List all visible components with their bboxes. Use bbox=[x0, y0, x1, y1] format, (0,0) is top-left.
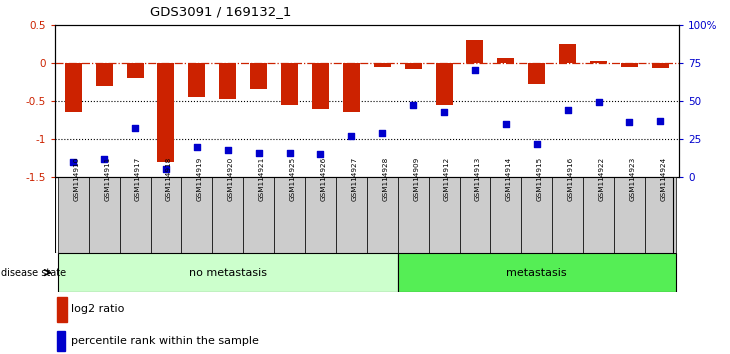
Bar bbox=[559, 44, 576, 63]
Bar bbox=[58, 177, 89, 253]
Bar bbox=[58, 253, 398, 292]
Point bbox=[222, 147, 234, 153]
Bar bbox=[305, 177, 336, 253]
Text: GSM114912: GSM114912 bbox=[444, 157, 450, 201]
Bar bbox=[374, 63, 391, 67]
Bar bbox=[150, 177, 182, 253]
Text: disease state: disease state bbox=[1, 268, 66, 278]
Bar bbox=[96, 63, 112, 86]
Bar bbox=[212, 177, 243, 253]
Text: GSM114924: GSM114924 bbox=[661, 157, 666, 201]
Bar bbox=[367, 177, 398, 253]
Text: log2 ratio: log2 ratio bbox=[72, 304, 125, 314]
Text: GSM114911: GSM114911 bbox=[104, 157, 110, 201]
Bar bbox=[398, 177, 429, 253]
Bar bbox=[459, 177, 491, 253]
Text: GSM114914: GSM114914 bbox=[506, 157, 512, 201]
Text: GSM114925: GSM114925 bbox=[290, 157, 296, 201]
Text: GSM114919: GSM114919 bbox=[197, 157, 203, 201]
Bar bbox=[621, 63, 638, 67]
Bar bbox=[120, 177, 150, 253]
Bar bbox=[583, 177, 614, 253]
Bar bbox=[436, 63, 453, 105]
Text: GSM114926: GSM114926 bbox=[320, 157, 326, 201]
Bar bbox=[466, 40, 483, 63]
Point bbox=[655, 118, 666, 124]
Point bbox=[593, 99, 604, 105]
Point bbox=[623, 119, 635, 125]
Bar bbox=[57, 331, 65, 351]
Point bbox=[345, 133, 357, 139]
Bar bbox=[336, 177, 367, 253]
Bar bbox=[219, 63, 237, 99]
Bar bbox=[126, 63, 144, 78]
Bar bbox=[614, 177, 645, 253]
Text: GSM114920: GSM114920 bbox=[228, 157, 234, 201]
Bar bbox=[243, 177, 274, 253]
Bar bbox=[343, 63, 360, 112]
Point bbox=[500, 121, 512, 126]
Bar bbox=[552, 177, 583, 253]
Bar bbox=[491, 177, 521, 253]
Bar bbox=[497, 57, 515, 63]
Bar bbox=[529, 63, 545, 84]
Text: GSM114913: GSM114913 bbox=[475, 157, 481, 201]
Bar bbox=[274, 177, 305, 253]
Text: GSM114910: GSM114910 bbox=[73, 157, 80, 201]
Text: GDS3091 / 169132_1: GDS3091 / 169132_1 bbox=[150, 5, 291, 18]
Bar bbox=[182, 177, 212, 253]
Bar bbox=[188, 63, 205, 97]
Text: GSM114916: GSM114916 bbox=[568, 157, 574, 201]
Point bbox=[99, 156, 110, 161]
Bar bbox=[281, 63, 298, 105]
Text: GSM114921: GSM114921 bbox=[258, 157, 265, 201]
Bar bbox=[250, 63, 267, 90]
Text: GSM114918: GSM114918 bbox=[166, 157, 172, 201]
Point bbox=[315, 152, 326, 157]
Text: GSM114928: GSM114928 bbox=[383, 157, 388, 201]
Text: percentile rank within the sample: percentile rank within the sample bbox=[72, 336, 259, 346]
Bar bbox=[521, 177, 552, 253]
Point bbox=[129, 125, 141, 131]
Point bbox=[531, 141, 542, 146]
Point bbox=[377, 130, 388, 136]
Point bbox=[562, 107, 574, 113]
Bar bbox=[312, 63, 329, 108]
Text: GSM114927: GSM114927 bbox=[351, 157, 358, 201]
Text: metastasis: metastasis bbox=[507, 268, 567, 278]
Point bbox=[160, 167, 172, 172]
Text: GSM114917: GSM114917 bbox=[135, 157, 141, 201]
Bar bbox=[645, 177, 676, 253]
Point bbox=[284, 150, 296, 155]
Bar bbox=[57, 297, 67, 322]
Bar bbox=[65, 63, 82, 112]
Bar bbox=[429, 177, 459, 253]
Point bbox=[469, 68, 481, 73]
Point bbox=[191, 144, 203, 149]
Point bbox=[253, 150, 264, 155]
Bar bbox=[89, 177, 120, 253]
Point bbox=[407, 103, 419, 108]
Bar bbox=[404, 63, 422, 69]
Bar bbox=[158, 63, 174, 162]
Point bbox=[67, 159, 79, 165]
Bar bbox=[590, 61, 607, 63]
Text: GSM114922: GSM114922 bbox=[599, 157, 604, 201]
Point bbox=[438, 109, 450, 114]
Text: GSM114923: GSM114923 bbox=[629, 157, 635, 201]
Bar bbox=[652, 63, 669, 68]
Text: GSM114915: GSM114915 bbox=[537, 157, 543, 201]
Bar bbox=[398, 253, 676, 292]
Text: no metastasis: no metastasis bbox=[189, 268, 266, 278]
Text: GSM114909: GSM114909 bbox=[413, 157, 419, 201]
